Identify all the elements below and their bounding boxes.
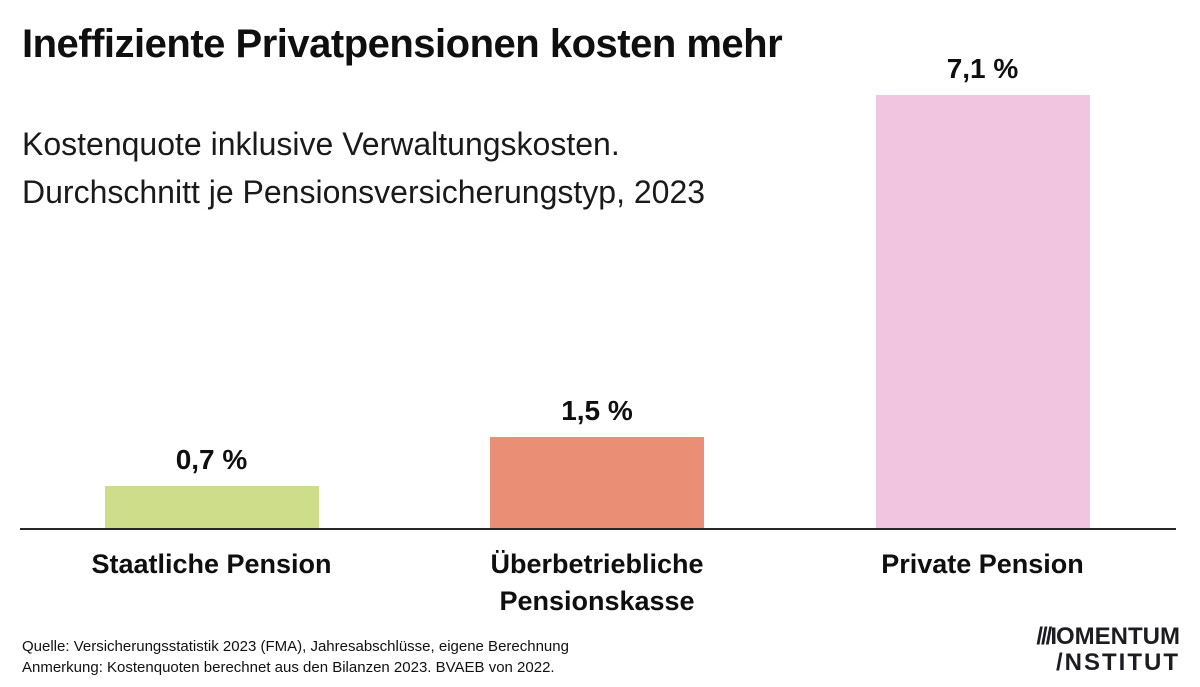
momentum-institut-logo: ///IOMENTUM /NSTITUT	[1036, 624, 1180, 676]
page-title: Ineffiziente Privatpensionen kosten mehr	[22, 22, 783, 66]
chart-subtitle: Kostenquote inklusive Verwaltungskosten.…	[22, 120, 842, 216]
category-label: Überbetriebliche Pensionskasse	[490, 549, 704, 616]
category-label: Staatliche Pension	[91, 549, 332, 579]
method-note: Anmerkung: Kostenquoten berechnet aus de…	[22, 659, 555, 676]
logo-line-momentum: ///IOMENTUM	[1036, 624, 1180, 650]
logo-line-institut: /NSTITUT	[1056, 649, 1180, 676]
bar-chart-plot-area: 0,7 % 1,5 % 7,1 %	[0, 53, 1200, 529]
source-note: Quelle: Versicherungsstatistik 2023 (FMA…	[22, 638, 569, 655]
bar	[104, 486, 319, 529]
bar-value-label: 7,1 %	[946, 53, 1019, 84]
bar	[875, 95, 1090, 529]
bar	[490, 437, 704, 529]
logo-m-mark-icon: ///I	[1036, 623, 1057, 650]
bar-value-label: 0,7 %	[175, 444, 248, 475]
category-label: Private Pension	[881, 549, 1084, 579]
bar-value-label: 1,5 %	[561, 395, 633, 426]
logo-momentum-text: OMENTUM	[1056, 623, 1180, 650]
subtitle-line-2: Durchschnitt je Pensionsversicherungstyp…	[22, 174, 706, 210]
subtitle-line-1: Kostenquote inklusive Verwaltungskosten.	[22, 126, 620, 162]
category-axis-labels: Staatliche Pension Überbetriebliche Pensi…	[0, 546, 1200, 631]
x-axis-baseline	[20, 528, 1176, 530]
chart-footer: Quelle: Versicherungsstatistik 2023 (FMA…	[22, 636, 722, 678]
